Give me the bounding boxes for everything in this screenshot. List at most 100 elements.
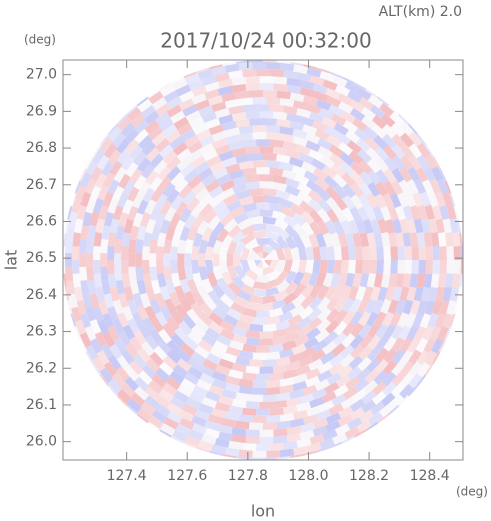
texture-cell xyxy=(256,408,270,416)
texture-cell xyxy=(198,193,213,208)
texture-cell xyxy=(459,232,463,247)
texture-cell xyxy=(124,128,139,144)
texture-cell xyxy=(349,160,365,176)
texture-cell xyxy=(348,246,356,260)
texture-cell xyxy=(100,343,114,359)
texture-cell xyxy=(269,202,284,213)
texture-cell xyxy=(256,373,270,381)
texture-cell xyxy=(142,317,155,333)
texture-cell xyxy=(228,70,243,80)
texture-cell xyxy=(163,253,171,267)
texture-cell xyxy=(301,283,315,299)
texture-cell xyxy=(113,337,127,353)
texture-cell xyxy=(204,81,220,93)
texture-cell xyxy=(342,183,356,199)
texture-cell xyxy=(133,174,147,190)
texture-cell xyxy=(176,358,192,372)
y-tick-label: 26.7 xyxy=(26,177,57,193)
texture-cell xyxy=(367,169,382,185)
texture-cell xyxy=(254,260,262,267)
texture-cell xyxy=(390,122,406,138)
texture-cell xyxy=(63,246,66,260)
texture-cell xyxy=(199,202,214,218)
texture-cell xyxy=(159,304,172,320)
texture-cell xyxy=(411,260,419,274)
texture-cell xyxy=(445,232,454,247)
texture-cell xyxy=(141,141,157,156)
texture-cell xyxy=(170,110,186,124)
texture-cell xyxy=(191,415,207,427)
texture-cell xyxy=(263,394,277,402)
texture-cell xyxy=(90,166,103,182)
texture-cell xyxy=(317,137,333,151)
texture-cell xyxy=(340,110,356,124)
texture-cell xyxy=(333,220,345,235)
texture-cell xyxy=(212,130,228,142)
texture-cell xyxy=(65,239,74,254)
texture-cell xyxy=(264,253,272,260)
texture-cell xyxy=(332,332,348,347)
texture-cell xyxy=(299,200,314,214)
texture-cell xyxy=(387,205,399,221)
texture-cell xyxy=(406,218,417,234)
texture-cell xyxy=(388,273,398,288)
texture-cell xyxy=(412,312,424,329)
texture-cell xyxy=(177,384,193,398)
texture-cell xyxy=(259,181,274,189)
texture-cell xyxy=(121,260,129,274)
texture-cell xyxy=(80,191,92,207)
texture-cell xyxy=(90,338,103,354)
texture-cell xyxy=(150,279,161,295)
texture-cell xyxy=(198,253,206,267)
texture-cell xyxy=(132,353,147,369)
texture-cell xyxy=(272,299,287,310)
texture-cell xyxy=(165,279,176,295)
texture-cell xyxy=(245,83,260,91)
texture-cell xyxy=(211,137,227,150)
texture-cell xyxy=(293,100,308,111)
texture-cell xyxy=(428,218,438,234)
texture-cell xyxy=(292,271,305,286)
texture-cell xyxy=(366,273,377,288)
texture-cell xyxy=(149,266,158,281)
texture-cell xyxy=(358,181,372,197)
texture-cell xyxy=(139,211,151,228)
texture-cell xyxy=(391,337,405,353)
texture-cell xyxy=(203,209,217,224)
texture-cell xyxy=(226,240,238,255)
texture-cell xyxy=(399,286,410,302)
texture-cell xyxy=(263,90,277,98)
texture-cell xyxy=(383,336,397,352)
texture-cell xyxy=(225,163,241,174)
texture-cell xyxy=(80,280,90,295)
texture-cell xyxy=(297,190,313,204)
texture-cell xyxy=(122,180,136,196)
texture-cell xyxy=(103,361,118,377)
texture-cell xyxy=(305,260,314,274)
texture-cell xyxy=(326,208,340,224)
texture-cell xyxy=(395,205,407,221)
texture-cell xyxy=(266,62,281,70)
texture-cell xyxy=(136,305,149,321)
texture-cell xyxy=(453,260,461,274)
texture-cell xyxy=(207,289,221,305)
texture-cell xyxy=(397,260,405,274)
texture-cell xyxy=(206,233,218,248)
texture-cell xyxy=(313,167,329,181)
texture-cell xyxy=(358,409,375,423)
texture-cell xyxy=(376,246,384,260)
texture-cell xyxy=(317,284,330,300)
texture-cell xyxy=(199,302,214,318)
texture-cell xyxy=(103,143,118,159)
texture-cell xyxy=(167,411,183,424)
texture-cell xyxy=(286,397,301,407)
texture-cell xyxy=(399,337,413,353)
texture-cell xyxy=(364,299,377,315)
texture-cell xyxy=(370,218,381,234)
texture-cell xyxy=(194,318,210,333)
texture-cell xyxy=(147,125,163,141)
texture-cell xyxy=(188,79,204,91)
texture-cell xyxy=(449,218,459,234)
texture-cell xyxy=(118,293,129,308)
texture-cell xyxy=(417,204,428,220)
